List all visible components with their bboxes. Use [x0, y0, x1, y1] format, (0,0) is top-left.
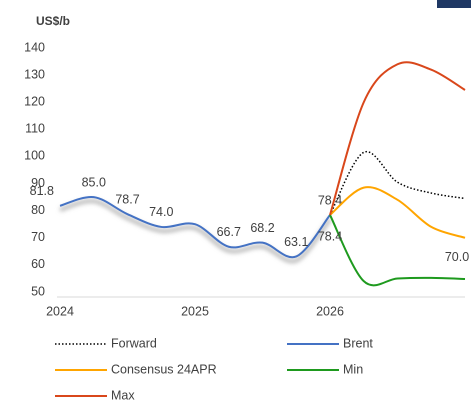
data-label: 81.8	[30, 184, 54, 198]
y-tick-label: 140	[24, 40, 45, 54]
x-tick-label: 2025	[181, 304, 209, 318]
data-label: 74.0	[149, 205, 173, 219]
legend-label: Max	[111, 388, 135, 402]
series-line	[329, 151, 466, 216]
series-line	[59, 196, 331, 259]
data-label: 70.0	[445, 250, 469, 264]
y-tick-label: 80	[31, 203, 45, 217]
y-tick-label: 90	[31, 176, 45, 190]
series-line	[329, 186, 466, 239]
line-shadow	[59, 199, 332, 264]
legend-label: Brent	[343, 336, 373, 350]
legend-label: Min	[343, 362, 363, 376]
data-label: 78.4	[318, 229, 342, 243]
legend-label: Consensus 24APR	[111, 362, 217, 376]
data-label: 68.2	[250, 221, 274, 235]
data-label: 63.1	[284, 235, 308, 249]
y-tick-label: 120	[24, 95, 45, 109]
y-tick-label: 110	[25, 122, 45, 136]
corner-decoration	[437, 0, 471, 8]
y-tick-label: 60	[31, 257, 45, 271]
data-label: 78.7	[115, 192, 139, 206]
series-line	[329, 61, 466, 216]
x-tick-label: 2024	[46, 304, 74, 318]
y-tick-label: 70	[31, 230, 45, 244]
y-tick-label: 130	[24, 67, 45, 81]
data-label: 78.4	[318, 193, 342, 207]
data-label: 85.0	[82, 175, 106, 189]
y-tick-label: 100	[24, 149, 45, 163]
legend-label: Forward	[111, 336, 157, 350]
x-tick-label: 2026	[316, 304, 344, 318]
data-label: 66.7	[217, 225, 241, 239]
y-tick-label: 50	[31, 284, 45, 298]
series-line	[329, 214, 466, 287]
y-axis-label: US$/b	[36, 14, 70, 28]
